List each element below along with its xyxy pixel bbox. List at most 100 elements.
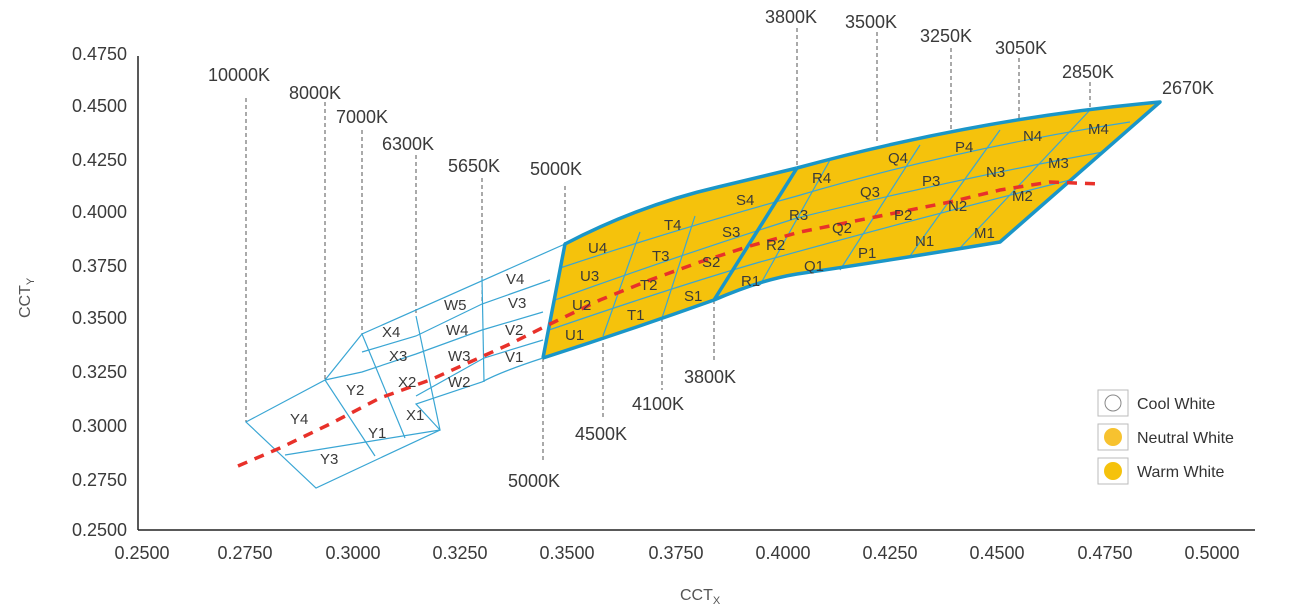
cct-label-top: 5000K bbox=[530, 159, 582, 179]
cool-grid-line bbox=[324, 379, 376, 457]
x-tick-label: 0.3250 bbox=[432, 543, 487, 563]
cool-region-outline bbox=[244, 242, 566, 489]
y-tick-label: 0.2750 bbox=[72, 470, 127, 490]
bin-label: Y1 bbox=[368, 425, 386, 442]
cool-grid-line bbox=[361, 333, 406, 439]
bin-label: W5 bbox=[444, 297, 467, 314]
y-tick-label: 0.4250 bbox=[72, 150, 127, 170]
bin-label: M4 bbox=[1088, 121, 1109, 138]
bin-label: T4 bbox=[664, 217, 682, 234]
bin-label: V2 bbox=[505, 322, 523, 339]
warm-grid-line bbox=[759, 159, 831, 286]
cct-label-top: 8000K bbox=[289, 83, 341, 103]
y-tick-label: 0.2500 bbox=[72, 520, 127, 540]
legend-label-cool-white: Cool White bbox=[1137, 396, 1215, 413]
cct-labels: 10000K 8000K 7000K 6300K 5650K 5000K 380… bbox=[208, 7, 1214, 491]
y-axis-label-main: CCT bbox=[17, 285, 34, 318]
bin-label: W2 bbox=[448, 374, 471, 391]
warm-region-outline bbox=[713, 100, 1162, 302]
bin-label: X4 bbox=[382, 324, 400, 341]
cct-label-bottom: 5000K bbox=[508, 471, 560, 491]
legend-swatch-warm-white bbox=[1104, 462, 1122, 480]
cct-label-top: 2670K bbox=[1162, 78, 1214, 98]
bin-label: M2 bbox=[1012, 188, 1033, 205]
cct-label-bottom: 3800K bbox=[684, 367, 736, 387]
bin-label: X2 bbox=[398, 374, 416, 391]
cct-label-top: 2850K bbox=[1062, 62, 1114, 82]
warm-grid-line bbox=[839, 144, 921, 271]
warm-white-region bbox=[543, 102, 1160, 358]
bin-label: P3 bbox=[922, 173, 940, 190]
warm-grid-line bbox=[559, 121, 1131, 269]
cct-label-top: 7000K bbox=[336, 107, 388, 127]
bin-label: S2 bbox=[702, 254, 720, 271]
x-tick-label: 0.2500 bbox=[114, 543, 169, 563]
bin-label: Y4 bbox=[290, 411, 308, 428]
cct-label-top: 10000K bbox=[208, 65, 270, 85]
x-tick-label: 0.4250 bbox=[862, 543, 917, 563]
y-tick-labels: 0.2500 0.2750 0.3000 0.3250 0.3500 0.375… bbox=[72, 44, 127, 540]
warm-grid-line bbox=[959, 109, 1091, 249]
cct-label-bottom: 4500K bbox=[575, 424, 627, 444]
bin-label: S4 bbox=[736, 192, 754, 209]
warm-white-bin-grid bbox=[548, 109, 1131, 337]
legend-label-neutral-white: Neutral White bbox=[1137, 430, 1234, 447]
x-tick-label: 0.3000 bbox=[325, 543, 380, 563]
cct-label-bottom: 4100K bbox=[632, 394, 684, 414]
bin-label: U4 bbox=[588, 240, 607, 257]
bin-label: M1 bbox=[974, 225, 995, 242]
planckian-locus-curve bbox=[237, 180, 1101, 468]
bin-label: T2 bbox=[640, 277, 658, 294]
cool-grid-line bbox=[415, 339, 544, 397]
x-tick-labels: 0.2500 0.2750 0.3000 0.3250 0.3500 0.375… bbox=[114, 543, 1239, 563]
legend-label-warm-white: Warm White bbox=[1137, 464, 1225, 481]
bin-label: R3 bbox=[789, 207, 808, 224]
y-axis-label-sub: Y bbox=[25, 277, 37, 285]
cool-white-bin-grid bbox=[244, 242, 566, 489]
warm-grid-line bbox=[909, 129, 1001, 257]
cct-label-top: 3250K bbox=[920, 26, 972, 46]
y-tick-label: 0.3000 bbox=[72, 416, 127, 436]
cct-label-top: 3500K bbox=[845, 12, 897, 32]
bin-label: W3 bbox=[448, 348, 471, 365]
cool-grid-line bbox=[361, 279, 551, 353]
bin-label: X1 bbox=[406, 407, 424, 424]
cool-grid-line bbox=[324, 311, 544, 381]
bin-label: N3 bbox=[986, 164, 1005, 181]
cct-label-top: 3800K bbox=[765, 7, 817, 27]
bin-label: R2 bbox=[766, 237, 785, 254]
cool-grid-line bbox=[415, 315, 441, 431]
bin-label: Y2 bbox=[346, 382, 364, 399]
legend-swatch-cool-white bbox=[1104, 394, 1122, 412]
x-tick-label: 0.3500 bbox=[539, 543, 594, 563]
bin-label: V4 bbox=[506, 271, 524, 288]
y-tick-label: 0.4500 bbox=[72, 96, 127, 116]
bin-label: M3 bbox=[1048, 155, 1069, 172]
bin-label: U1 bbox=[565, 327, 584, 344]
x-tick-label: 0.4500 bbox=[969, 543, 1024, 563]
bin-label: Q2 bbox=[832, 220, 852, 237]
bin-label: Q4 bbox=[888, 150, 908, 167]
bin-label: P4 bbox=[955, 139, 973, 156]
legend-swatch-neutral-white bbox=[1104, 428, 1122, 446]
cct-label-top: 5650K bbox=[448, 156, 500, 176]
region-boundaries bbox=[541, 100, 1162, 360]
cct-label-top: 6300K bbox=[382, 134, 434, 154]
warm-grid-line bbox=[602, 231, 641, 337]
bin-label: U2 bbox=[572, 297, 591, 314]
y-tick-label: 0.4000 bbox=[72, 202, 127, 222]
neutral-bin-labels: U1 U2 U3 U4 T1 T2 T3 T4 S1 S2 S3 S4 bbox=[565, 192, 754, 344]
legend: Cool White Neutral White Warm White bbox=[1097, 389, 1234, 485]
x-tick-label: 0.2750 bbox=[217, 543, 272, 563]
y-tick-label: 0.3500 bbox=[72, 308, 127, 328]
cct-label-top: 3050K bbox=[995, 38, 1047, 58]
bin-label: N1 bbox=[915, 233, 934, 250]
warm-grid-line bbox=[548, 179, 1071, 331]
bin-label: U3 bbox=[580, 268, 599, 285]
cool-grid-line bbox=[284, 429, 441, 456]
x-axis-label-main: CCT bbox=[680, 587, 713, 604]
bin-label: Q3 bbox=[860, 184, 880, 201]
neutral-bottom-edge bbox=[542, 298, 715, 360]
bin-label: V3 bbox=[508, 295, 526, 312]
